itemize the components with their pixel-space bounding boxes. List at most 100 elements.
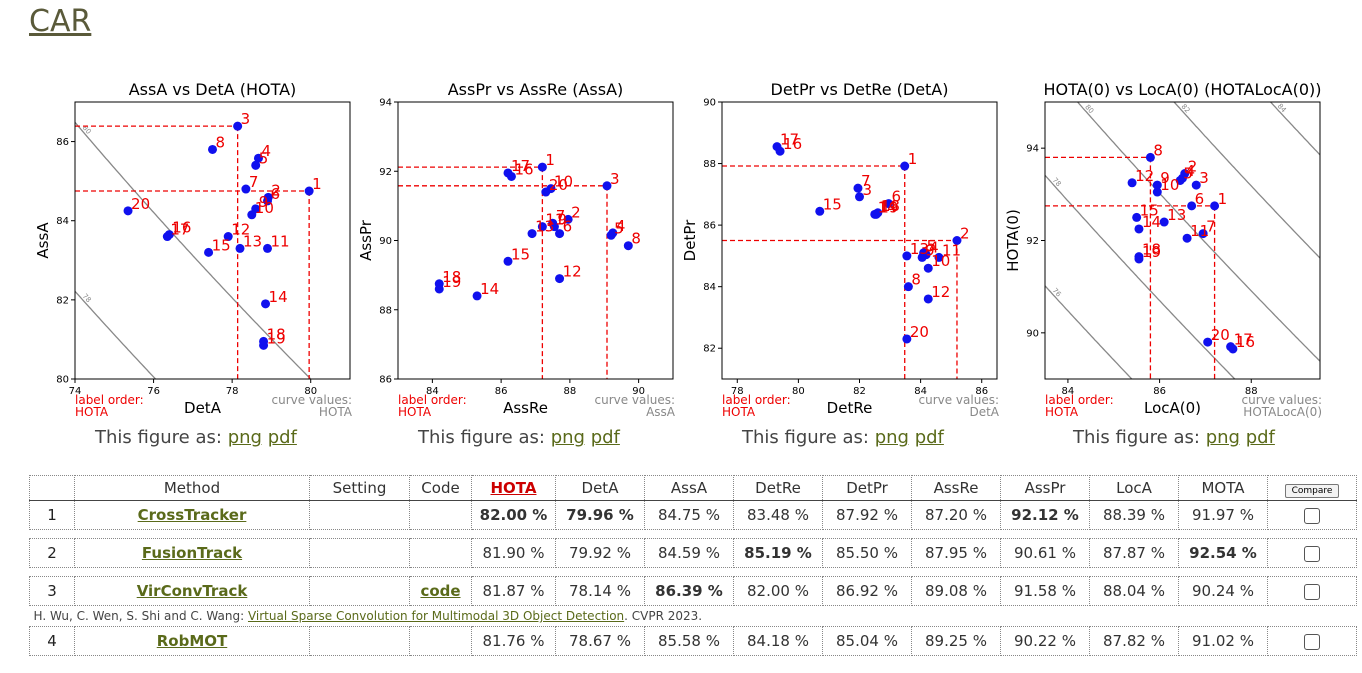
method-link[interactable]: CrossTracker — [137, 506, 247, 524]
pdf-link[interactable]: pdf — [590, 427, 620, 448]
x-tick-label: 86 — [1153, 386, 1166, 397]
setting-cell — [309, 500, 410, 530]
data-point-label: 15 — [511, 245, 530, 263]
deta-cell: 78.14 % — [555, 576, 645, 606]
x-tick-label: 80 — [304, 386, 317, 397]
col-deta[interactable]: DetA — [555, 475, 645, 501]
col-hota[interactable]: HOTA — [471, 475, 556, 501]
col-mota[interactable]: MOTA — [1178, 475, 1268, 501]
data-point-label: 20 — [910, 323, 929, 341]
col-compare: Compare — [1267, 475, 1357, 501]
col-setting[interactable]: Setting — [309, 475, 410, 501]
data-point — [259, 340, 269, 350]
y-axis-label: HOTA(0) — [1004, 209, 1022, 272]
data-point-label: 4 — [616, 217, 626, 235]
compare-checkbox[interactable] — [1304, 583, 1320, 600]
data-point-label: 11 — [1190, 222, 1209, 240]
figures-row: AssA vs DetA (HOTA) 78 80 1 2 3 4 5 6 7 8 9 10 11 12 13… — [0, 75, 1362, 455]
data-point — [772, 142, 782, 152]
data-point — [223, 232, 233, 242]
data-point-label: 19 — [442, 273, 461, 291]
data-point-label: 3 — [241, 110, 251, 128]
data-point-label: 12 — [231, 221, 250, 239]
chart-title: AssPr vs AssRe (AssA) — [448, 80, 624, 99]
data-point-label: 10 — [1160, 176, 1179, 194]
x-tick-label: 78 — [226, 386, 239, 397]
assa-cell: 86.39 % — [644, 576, 734, 606]
plot-area — [398, 162, 633, 379]
compare-checkbox[interactable] — [1304, 545, 1320, 562]
data-point-label: 18 — [1142, 241, 1161, 259]
curve-values-metric: AssA — [646, 405, 676, 419]
png-link[interactable]: png — [227, 427, 262, 448]
y-tick-label: 94 — [1026, 144, 1039, 155]
contour-value-label: 80 — [1083, 103, 1095, 115]
png-link[interactable]: png — [1205, 427, 1240, 448]
col-hota-link[interactable]: HOTA — [490, 479, 537, 497]
detpr-cell: 87.92 % — [822, 500, 912, 530]
hota-cell: 82.00 % — [471, 500, 556, 530]
assre-cell: 89.08 % — [911, 576, 1001, 606]
data-point-label: 7 — [556, 207, 566, 225]
mota-cell: 91.02 % — [1178, 626, 1268, 656]
compare-button[interactable]: Compare — [1284, 483, 1340, 498]
data-point-label: 9 — [557, 211, 567, 229]
deta-cell: 79.96 % — [555, 500, 645, 530]
data-point-label: 8 — [216, 133, 226, 151]
y-tick-label: 82 — [703, 344, 716, 355]
label-order-caption: label order: — [722, 393, 791, 407]
data-point-label: 18 — [442, 268, 461, 286]
col-method[interactable]: Method — [74, 475, 310, 501]
data-point — [261, 299, 271, 309]
data-point-label: 7 — [861, 172, 871, 190]
data-point-label: 1 — [908, 150, 918, 168]
code-link[interactable]: code — [420, 582, 461, 600]
method-cell: RobMOT — [74, 626, 310, 656]
compare-cell — [1267, 538, 1357, 568]
col-asspr[interactable]: AssPr — [1000, 475, 1090, 501]
data-point-label: 11 — [545, 211, 564, 229]
compare-checkbox[interactable] — [1304, 633, 1320, 650]
pdf-link[interactable]: pdf — [1245, 427, 1275, 448]
curve-values-caption: curve values: — [1241, 393, 1322, 407]
contour-line — [1045, 174, 1236, 379]
compare-checkbox[interactable] — [1304, 507, 1320, 524]
pdf-link[interactable]: pdf — [267, 427, 297, 448]
figure-links-prefix: This figure as: — [95, 427, 222, 448]
assa-cell: 84.75 % — [644, 500, 734, 530]
reference-paper-link[interactable]: Virtual Sparse Convolution for Multimoda… — [247, 609, 625, 623]
setting-cell — [309, 576, 410, 606]
method-link[interactable]: VirConvTrack — [136, 582, 248, 600]
data-point — [263, 243, 272, 253]
col-assre[interactable]: AssRe — [911, 475, 1001, 501]
asspr-cell: 90.61 % — [1000, 538, 1090, 568]
page-title[interactable]: CAR — [29, 4, 92, 39]
col-detpr[interactable]: DetPr — [822, 475, 912, 501]
method-link[interactable]: RobMOT — [156, 632, 228, 650]
col-assa[interactable]: AssA — [644, 475, 734, 501]
y-tick-label: 88 — [703, 159, 716, 170]
data-point-label: 14 — [480, 280, 499, 298]
deta-cell: 79.92 % — [555, 538, 645, 568]
results-table: Method Setting Code HOTA DetA AssA DetRe… — [29, 475, 1357, 656]
data-point — [1175, 175, 1185, 185]
pdf-link[interactable]: pdf — [914, 427, 944, 448]
chart-title: DetPr vs DetRe (DetA) — [771, 80, 949, 99]
data-point-label: 8 — [631, 230, 641, 248]
data-point-label: 19 — [1142, 243, 1161, 261]
figure-hota0-loca0: HOTA(0) vs LocA(0) (HOTALocA(0)) 76 78 80 82… — [970, 75, 1322, 455]
data-point — [1203, 337, 1213, 347]
method-cell: FusionTrack — [74, 538, 310, 568]
compare-cell — [1267, 626, 1357, 656]
assre-cell: 89.25 % — [911, 626, 1001, 656]
assa-cell: 84.59 % — [644, 538, 734, 568]
png-link[interactable]: png — [874, 427, 909, 448]
col-code[interactable]: Code — [409, 475, 472, 501]
method-link[interactable]: FusionTrack — [141, 544, 243, 562]
data-point — [923, 294, 933, 304]
rank-cell: 4 — [29, 626, 75, 656]
col-loca[interactable]: LocA — [1089, 475, 1179, 501]
png-link[interactable]: png — [550, 427, 585, 448]
loca-cell: 88.39 % — [1089, 500, 1179, 530]
col-detre[interactable]: DetRe — [733, 475, 823, 501]
